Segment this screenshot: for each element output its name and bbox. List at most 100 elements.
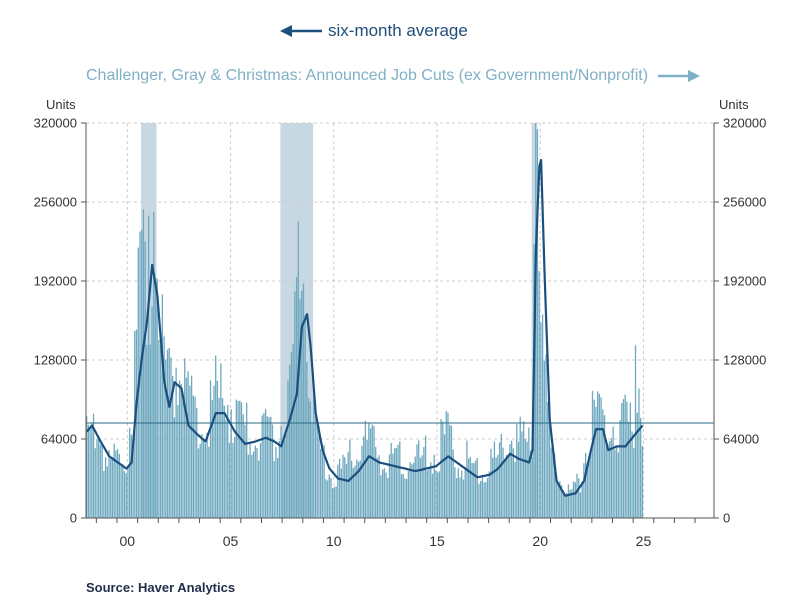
bar — [275, 446, 277, 518]
bar — [141, 229, 143, 519]
bar — [237, 400, 239, 518]
bar — [457, 468, 459, 518]
bar — [593, 399, 595, 518]
bar — [498, 442, 501, 518]
bar — [536, 129, 539, 518]
bar — [125, 473, 127, 518]
bar — [330, 477, 332, 518]
bar — [314, 411, 317, 518]
bar — [319, 448, 322, 518]
bar — [406, 478, 408, 518]
bar — [631, 431, 633, 518]
bar — [634, 345, 637, 518]
bar — [478, 483, 480, 518]
bar — [562, 490, 564, 518]
bar — [373, 426, 375, 518]
bar — [567, 484, 570, 518]
bar — [504, 458, 506, 518]
bar — [450, 425, 453, 518]
bar — [483, 482, 485, 518]
bar — [464, 468, 466, 518]
bar — [285, 434, 287, 518]
bar — [264, 408, 267, 518]
bar — [89, 429, 91, 518]
bar — [528, 427, 530, 518]
y-tick-label-left: 64000 — [41, 432, 77, 447]
bar — [240, 402, 243, 518]
bar — [359, 460, 361, 518]
bar — [430, 462, 432, 518]
bar — [449, 424, 451, 518]
y-tick-label-right: 64000 — [723, 432, 759, 447]
bar — [223, 405, 225, 518]
bar — [122, 464, 124, 518]
bar — [548, 403, 551, 518]
bar — [572, 481, 575, 518]
bar — [208, 446, 210, 518]
left-arrow-icon — [280, 25, 322, 37]
bar — [151, 306, 153, 518]
bar — [263, 413, 265, 518]
bar — [526, 441, 528, 518]
bar — [605, 445, 607, 518]
bar — [421, 455, 423, 518]
bar — [178, 380, 181, 518]
bar — [400, 474, 403, 518]
bar — [206, 432, 208, 518]
bar — [215, 355, 217, 518]
bar — [392, 453, 394, 518]
y-tick-label-right: 0 — [723, 511, 730, 526]
bar — [584, 452, 587, 518]
bar — [196, 407, 198, 518]
bar — [345, 463, 348, 518]
bar — [424, 435, 427, 518]
bar — [91, 423, 93, 518]
bar — [335, 486, 337, 518]
bar — [340, 468, 342, 518]
bar — [187, 371, 189, 518]
bar — [271, 424, 274, 518]
bar — [524, 439, 527, 518]
bar — [397, 444, 399, 518]
x-tick-label: 20 — [532, 533, 548, 549]
bar — [227, 404, 229, 518]
bar — [436, 472, 439, 518]
bar — [574, 482, 576, 518]
bar — [173, 417, 176, 518]
bar — [602, 409, 604, 518]
y-tick-label-left: 0 — [70, 511, 77, 526]
bar — [476, 457, 478, 518]
left-axis-unit: Units — [46, 97, 76, 112]
x-tick-label: 10 — [326, 533, 342, 549]
bar — [474, 460, 477, 518]
bar — [309, 401, 311, 518]
bar — [142, 209, 145, 518]
bar — [399, 441, 401, 518]
bar — [156, 278, 158, 518]
bar — [581, 480, 583, 518]
x-tick-label: 15 — [429, 533, 445, 549]
legend-bars-label: Challenger, Gray & Christmas: Announced … — [86, 67, 649, 84]
bar — [258, 460, 260, 518]
bar — [416, 444, 418, 518]
bar — [101, 444, 103, 518]
bar — [192, 395, 194, 518]
bar — [246, 402, 248, 518]
bar — [443, 434, 446, 518]
bar — [629, 402, 632, 518]
bar — [356, 459, 358, 518]
bar — [626, 401, 628, 518]
y-tick-label-right: 192000 — [723, 274, 766, 289]
bar — [543, 360, 545, 518]
bar — [627, 421, 630, 518]
average-line-layer — [86, 158, 644, 497]
bar — [361, 445, 363, 518]
y-tick-label-left: 192000 — [34, 274, 77, 289]
bar — [225, 419, 227, 518]
bar — [609, 441, 611, 518]
bar — [280, 426, 282, 518]
bar — [502, 447, 504, 518]
bar — [531, 457, 533, 518]
bar — [316, 421, 318, 518]
bar — [86, 416, 88, 518]
